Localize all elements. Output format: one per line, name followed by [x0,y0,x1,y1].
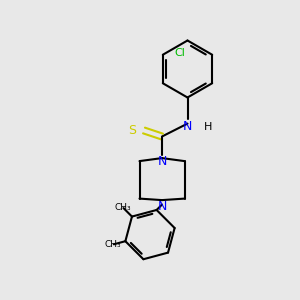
Text: N: N [183,120,192,133]
Text: Cl: Cl [175,48,186,58]
Text: S: S [128,124,136,137]
Text: CH₃: CH₃ [114,202,131,211]
Text: N: N [157,200,167,213]
Text: H: H [204,122,212,133]
Text: CH₃: CH₃ [104,240,121,249]
Text: N: N [157,154,167,167]
